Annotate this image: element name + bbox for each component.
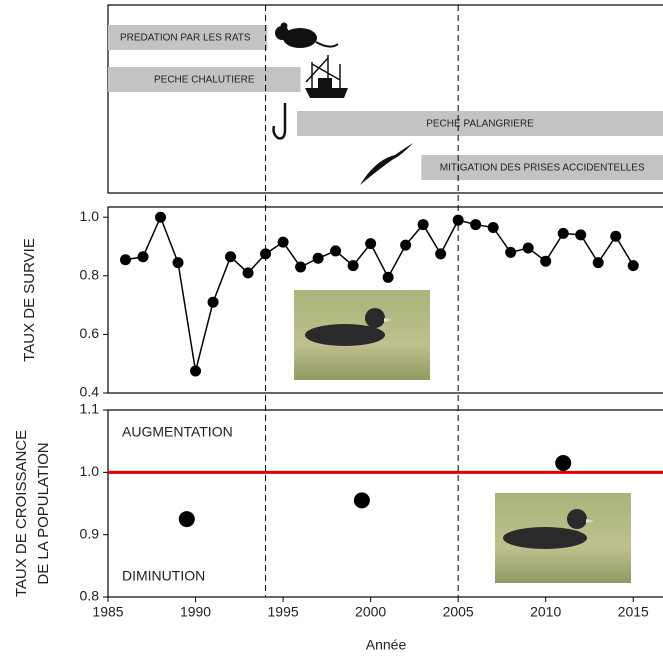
data-point (354, 492, 370, 508)
data-point (295, 262, 306, 273)
photo (495, 493, 631, 583)
annotation: AUGMENTATION (122, 424, 233, 440)
timeline-label: PECHE CHALUTIERE (154, 75, 255, 86)
annotation: DIMINUTION (122, 568, 205, 584)
data-point (400, 240, 411, 251)
data-point (555, 455, 571, 471)
data-point (120, 254, 131, 265)
y-tick-label: 1.0 (80, 463, 100, 479)
data-point (278, 237, 289, 248)
data-point (173, 257, 184, 268)
data-point (488, 222, 499, 233)
y-axis-title: TAUX DE SURVIE (21, 238, 38, 362)
data-point (628, 260, 639, 271)
x-tick-label: 2010 (530, 604, 561, 620)
y-tick-label: 0.9 (80, 525, 100, 541)
data-point (575, 229, 586, 240)
x-tick-label: 1995 (268, 604, 299, 620)
data-point (610, 231, 621, 242)
data-point (418, 219, 429, 230)
data-point (383, 272, 394, 283)
data-point (313, 253, 324, 264)
hook-icon (274, 103, 286, 138)
photo (294, 290, 430, 380)
data-point (179, 511, 195, 527)
data-point (505, 247, 516, 258)
data-point (435, 248, 446, 259)
data-point (330, 245, 341, 256)
y-axis-title: DE LA POPULATION (35, 442, 52, 584)
x-tick-label: 2005 (443, 604, 474, 620)
rat-icon (275, 23, 338, 49)
data-point (540, 256, 551, 267)
data-point (208, 297, 219, 308)
x-tick-label: 1990 (180, 604, 211, 620)
data-point (155, 212, 166, 223)
x-tick-label: 2015 (618, 604, 649, 620)
y-tick-label: 0.8 (80, 588, 100, 604)
y-tick-label: 0.6 (80, 325, 100, 341)
y-tick-label: 0.4 (80, 384, 100, 400)
boat-icon (305, 55, 348, 98)
bird-icon (360, 143, 413, 185)
data-point (593, 257, 604, 268)
y-tick-label: 1.0 (80, 208, 100, 224)
data-point (470, 219, 481, 230)
timeline-label: PREDATION PAR LES RATS (120, 33, 251, 44)
y-tick-label: 1.1 (80, 401, 100, 417)
x-axis-title: Année (366, 637, 407, 653)
x-tick-label: 2000 (355, 604, 386, 620)
timeline-label: PECHE PALANGRIERE (426, 119, 534, 130)
y-axis-title: TAUX DE CROISSANCE (13, 430, 30, 597)
x-tick-label: 1985 (92, 604, 123, 620)
icons (274, 23, 414, 186)
data-point (365, 238, 376, 249)
data-point (243, 267, 254, 278)
data-point (138, 251, 149, 262)
data-point (558, 228, 569, 239)
data-point (225, 251, 236, 262)
data-point (523, 243, 534, 254)
data-point (190, 366, 201, 377)
data-point (348, 260, 359, 271)
timeline-label: MITIGATION DES PRISES ACCIDENTELLES (440, 163, 645, 174)
chart: PREDATION PAR LES RATS PECHE CHALUTIERE PE… (0, 0, 663, 659)
y-tick-label: 0.8 (80, 267, 100, 283)
